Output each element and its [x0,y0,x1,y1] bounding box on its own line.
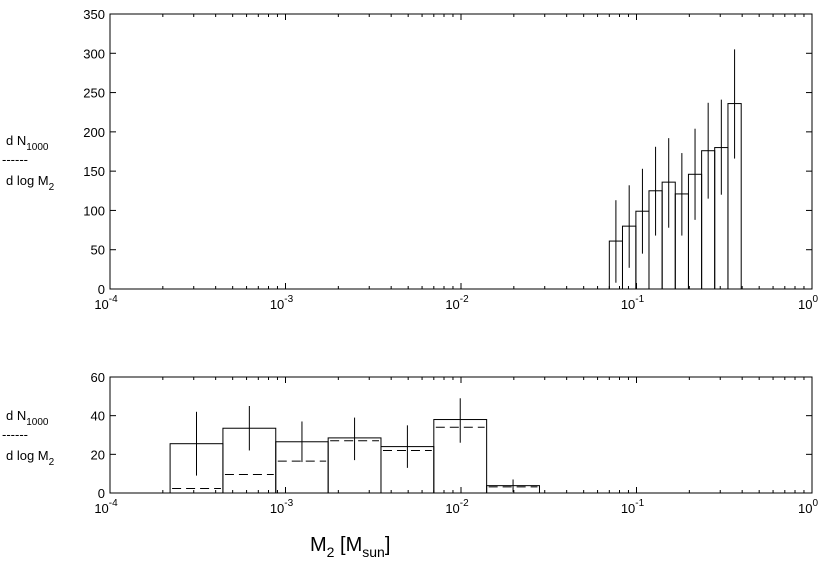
y-tick-label: 0 [98,486,105,501]
axes-box [109,376,813,494]
x-tick-label: 10-2 [445,294,469,312]
y-tick-label: 100 [83,203,105,218]
x-tick-label: 10-4 [94,294,118,312]
axes-box [109,13,813,290]
ylabel-dashes: ------ [2,152,28,167]
bottom-panel: 0 20 40 60 10-4 10-3 10-2 10-1 100 d N1000------ d… [2,370,818,560]
ylabel-numerator: d N1000 [6,133,49,153]
y-tick-label: 40 [91,409,105,424]
ylabel-denominator: d log M2 [6,173,55,193]
y-tick-label: 150 [83,164,105,179]
x-tick-label: 10-2 [445,498,469,516]
y-tick-label: 60 [91,370,105,385]
y-tick-label: 250 [83,86,105,101]
x-tick-label: 10-1 [621,294,645,312]
y-tick-label: 0 [98,282,105,297]
y-tick-label: 20 [91,447,105,462]
ylabel-numerator: d N1000 [6,408,49,428]
x-tick-label: 10-3 [270,294,294,312]
x-tick-label: 10-1 [621,498,645,516]
ylabel-denominator: d log M2 [6,448,55,468]
x-tick-label: 100 [798,498,818,516]
x-axis-label: M2 [Msun] [310,534,390,560]
y-tick-label: 200 [83,125,105,140]
x-tick-label: 10-3 [270,498,294,516]
top-panel: 0 50 100 150 200 250 300 350 10-4 10-3 10-2 10-1 100… [2,7,818,312]
y-tick-label: 300 [83,46,105,61]
x-tick-label: 10-4 [94,498,118,516]
y-tick-label: 350 [83,7,105,22]
y-tick-label: 50 [91,243,105,258]
x-tick-label: 100 [798,294,818,312]
ylabel-dashes: ------ [2,427,28,442]
